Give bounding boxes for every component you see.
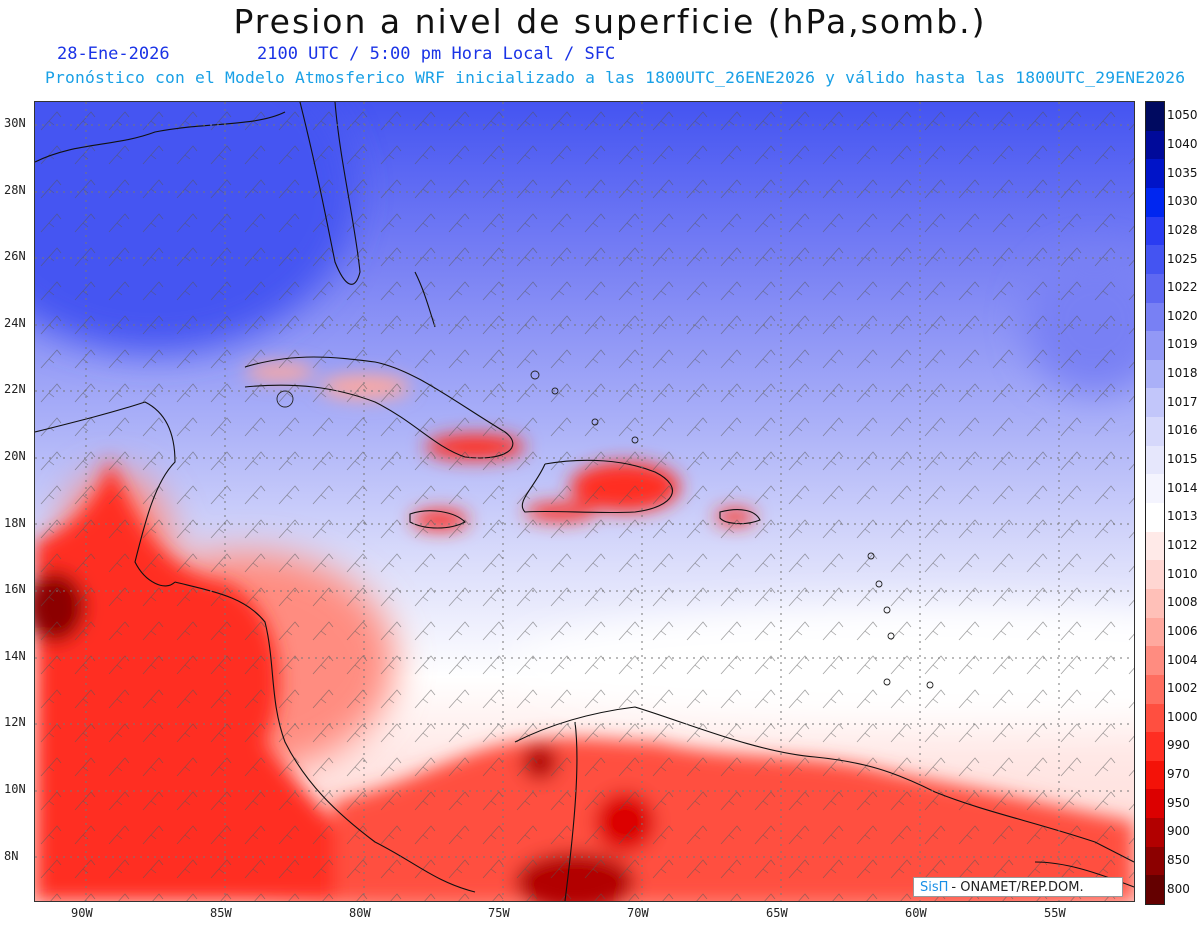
lat-tick-24N: 24N (4, 315, 26, 330)
lon-tick-80W: 80W (349, 906, 371, 920)
colorbar-label: 1035 (1167, 165, 1198, 180)
colorbar-segment (1146, 388, 1164, 418)
colorbar-segment (1146, 617, 1164, 647)
lat-tick-18N: 18N (4, 515, 26, 530)
colorbar-label: 1015 (1167, 452, 1198, 467)
colorbar-segment (1146, 102, 1164, 132)
colorbar-segment (1146, 646, 1164, 676)
wind-barbs (35, 102, 1134, 901)
colorbar-segment (1146, 273, 1164, 303)
coastlines (35, 102, 1134, 901)
colorbar-label: 1000 (1167, 709, 1198, 724)
colorbar-segment (1146, 331, 1164, 361)
agency-name: - ONAMET/REP.DOM. (951, 879, 1084, 895)
colorbar-label: 1002 (1167, 681, 1198, 696)
colorbar-label: 1028 (1167, 222, 1198, 237)
colorbar-segment (1146, 846, 1164, 876)
lat-tick-22N: 22N (4, 382, 26, 397)
model-description: Pronóstico con el Modelo Atmosferico WRF… (45, 68, 1186, 87)
lat-tick-8N: 8N (4, 848, 19, 863)
colorbar-segment (1146, 445, 1164, 475)
colorbar-label: 950 (1167, 795, 1190, 810)
lat-tick-26N: 26N (4, 249, 26, 264)
colorbar-label: 1010 (1167, 566, 1198, 581)
lon-tick-85W: 85W (210, 906, 232, 920)
colorbar-segment (1146, 216, 1164, 246)
lon-tick-70W: 70W (627, 906, 649, 920)
colorbar-segment (1146, 359, 1164, 389)
colorbar-label: 1018 (1167, 366, 1198, 381)
lon-tick-65W: 65W (766, 906, 788, 920)
colorbar-segment (1146, 732, 1164, 762)
colorbar-label: 1040 (1167, 136, 1198, 151)
pressure-map (34, 101, 1135, 902)
colorbar-segment (1146, 760, 1164, 790)
colorbar-segment (1146, 789, 1164, 819)
colorbar-segment (1146, 187, 1164, 218)
colorbar-segment (1146, 417, 1164, 447)
colorbar-label: 1014 (1167, 480, 1198, 495)
colorbar-segment (1146, 818, 1164, 848)
colorbar-label: 1006 (1167, 623, 1198, 638)
colorbar-label: 800 (1167, 881, 1190, 896)
lon-tick-60W: 60W (905, 906, 927, 920)
colorbar (1145, 101, 1165, 905)
colorbar-segment (1146, 474, 1164, 504)
colorbar-label: 1022 (1167, 280, 1198, 295)
colorbar-segment (1146, 531, 1164, 561)
lat-tick-10N: 10N (4, 782, 26, 796)
forecast-time: 2100 UTC / 5:00 pm Hora Local / SFC (257, 44, 616, 64)
colorbar-label: 970 (1167, 767, 1190, 782)
colorbar-segment (1146, 302, 1164, 332)
chart-title: Presion a nivel de superficie (hPa,somb.… (233, 2, 987, 41)
colorbar-segment (1146, 703, 1164, 733)
colorbar-label: 1050 (1167, 108, 1198, 123)
colorbar-label: 1004 (1167, 652, 1198, 667)
colorbar-label: 850 (1167, 853, 1190, 868)
lat-tick-12N: 12N (4, 715, 26, 730)
colorbar-segment (1146, 560, 1164, 590)
grid-lines (35, 102, 1134, 901)
colorbar-segment (1146, 875, 1164, 905)
lat-tick-20N: 20N (4, 449, 26, 463)
colorbar-label: 1017 (1167, 394, 1198, 409)
lon-tick-55W: 55W (1044, 906, 1066, 920)
colorbar-segment (1146, 245, 1164, 275)
lat-tick-28N: 28N (4, 182, 26, 197)
colorbar-segment (1146, 130, 1164, 160)
forecast-date: 28-Ene-2026 (57, 44, 170, 64)
colorbar-segment (1146, 588, 1164, 619)
colorbar-label: 1030 (1167, 194, 1198, 209)
colorbar-segment (1146, 503, 1164, 533)
colorbar-label: 1013 (1167, 509, 1198, 524)
colorbar-label: 1008 (1167, 595, 1198, 610)
lon-tick-75W: 75W (488, 906, 510, 920)
colorbar-segment (1146, 159, 1164, 189)
lat-tick-14N: 14N (4, 648, 26, 663)
brand-logo: SisΠ (920, 879, 949, 895)
colorbar-label: 1020 (1167, 308, 1198, 323)
map-canvas (35, 102, 1134, 901)
lat-tick-30N: 30N (4, 116, 26, 130)
credit-box: SisΠ - ONAMET/REP.DOM. (913, 877, 1123, 897)
colorbar-label: 1012 (1167, 537, 1198, 552)
colorbar-label: 1025 (1167, 251, 1198, 266)
colorbar-label: 1019 (1167, 337, 1198, 352)
colorbar-label: 990 (1167, 738, 1190, 753)
colorbar-label: 1016 (1167, 423, 1198, 438)
lon-tick-90W: 90W (71, 906, 93, 920)
lat-tick-16N: 16N (4, 582, 26, 597)
colorbar-segment (1146, 674, 1164, 704)
islands (276, 370, 934, 689)
colorbar-label: 900 (1167, 824, 1190, 839)
